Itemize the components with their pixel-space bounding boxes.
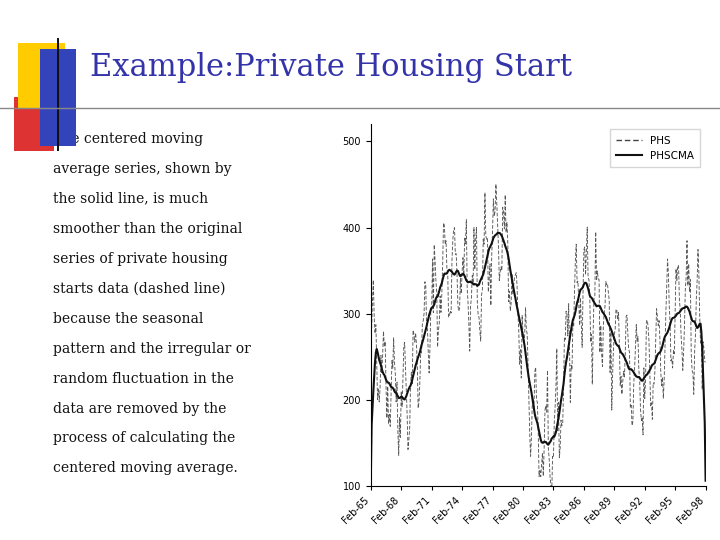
Bar [28, 126, 43, 144]
Text: because the seasonal: because the seasonal [53, 312, 204, 326]
Text: The centered moving: The centered moving [53, 132, 204, 146]
Text: starts data (dashed line): starts data (dashed line) [53, 282, 226, 296]
Text: data are removed by the: data are removed by the [53, 402, 227, 415]
Text: Example:Private Housing Start: Example:Private Housing Start [90, 52, 572, 83]
Text: centered moving average.: centered moving average. [53, 461, 238, 475]
Legend: PHS, PHSCMA: PHS, PHSCMA [610, 130, 701, 167]
Text: process of calculating the: process of calculating the [53, 431, 235, 446]
Text: random fluctuation in the: random fluctuation in the [53, 372, 234, 386]
Text: series of private housing: series of private housing [53, 252, 228, 266]
Text: pattern and the irregular or: pattern and the irregular or [53, 342, 251, 355]
Text: the solid line, is much: the solid line, is much [53, 192, 209, 206]
Text: average series, shown by: average series, shown by [53, 162, 232, 176]
Text: smoother than the original: smoother than the original [53, 222, 243, 236]
